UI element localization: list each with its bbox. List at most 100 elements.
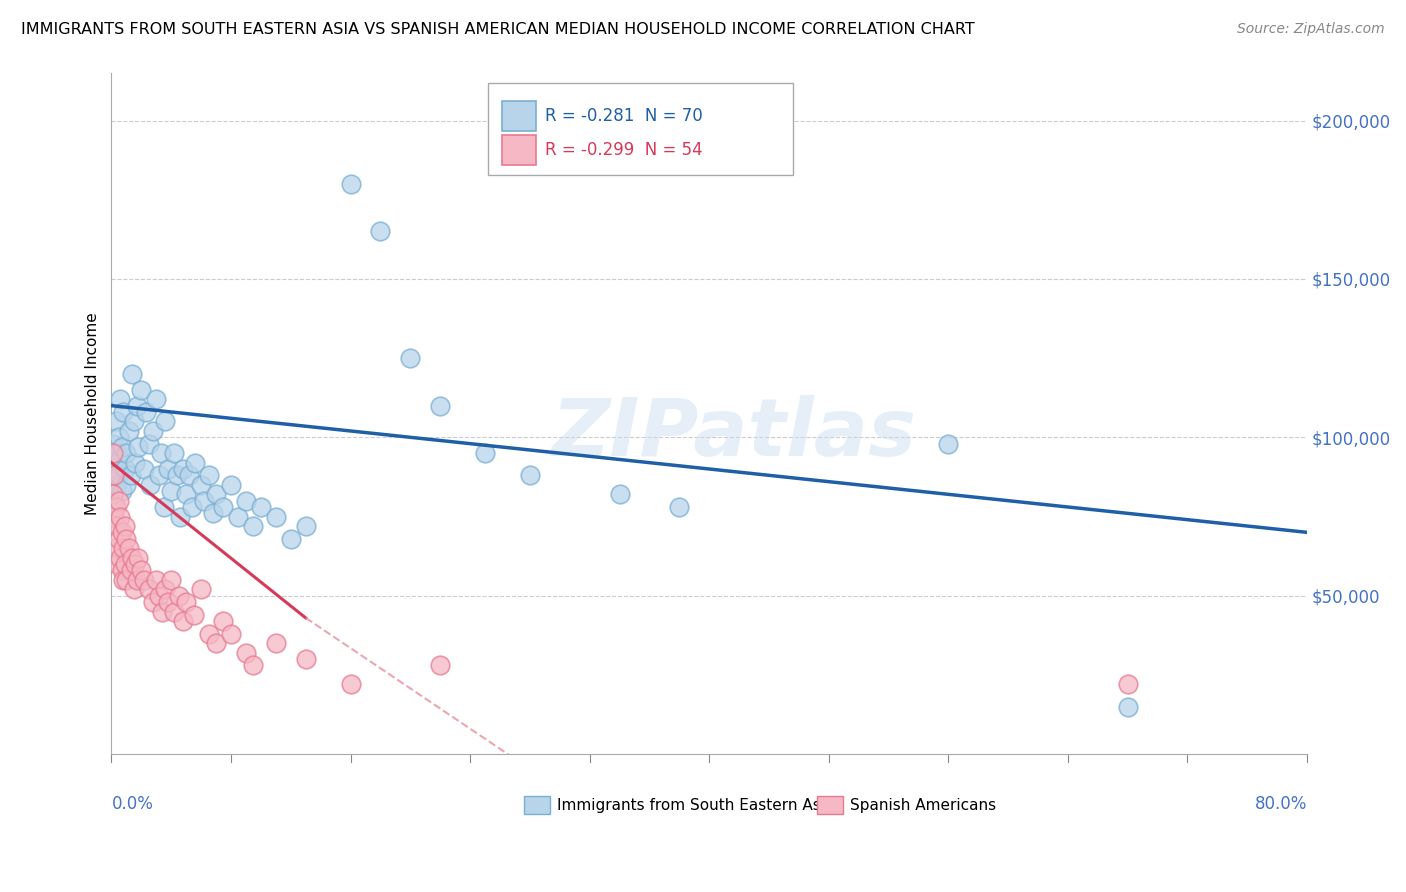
Point [101, 468, 124, 483]
Point [115, 478, 138, 492]
Bar [817, 797, 844, 814]
Point [115, 532, 138, 546]
Point [122, 414, 145, 428]
Point [149, 446, 172, 460]
Point [202, 506, 225, 520]
Point [148, 468, 170, 483]
Point [103, 456, 125, 470]
Text: 0.0%: 0.0% [111, 795, 153, 813]
Point [125, 573, 148, 587]
Text: Source: ZipAtlas.com: Source: ZipAtlas.com [1237, 22, 1385, 37]
Point [127, 550, 149, 565]
Point [205, 487, 228, 501]
Point [429, 399, 451, 413]
Point [264, 636, 287, 650]
Point [127, 440, 149, 454]
Point [111, 484, 134, 499]
Point [155, 582, 177, 597]
Point [111, 525, 134, 540]
Point [105, 557, 128, 571]
Point [183, 607, 205, 622]
Point [124, 557, 146, 571]
Point [294, 519, 316, 533]
Point [155, 414, 177, 428]
Point [101, 487, 124, 501]
Point [110, 452, 132, 467]
Bar [502, 101, 536, 131]
Point [105, 478, 128, 492]
Point [120, 468, 142, 483]
Point [110, 550, 132, 565]
Point [167, 589, 190, 603]
Point [1116, 677, 1139, 691]
Point [235, 493, 257, 508]
Point [112, 405, 135, 419]
Point [139, 478, 162, 492]
Point [150, 605, 173, 619]
Point [179, 468, 201, 483]
Point [280, 532, 302, 546]
Point [104, 414, 127, 428]
Point [121, 550, 143, 565]
Point [138, 436, 160, 450]
Point [399, 351, 422, 365]
Point [112, 573, 135, 587]
Point [370, 224, 392, 238]
Point [474, 446, 496, 460]
Point [157, 462, 180, 476]
Point [1116, 699, 1139, 714]
Point [114, 519, 136, 533]
Point [160, 573, 183, 587]
Point [101, 436, 124, 450]
Point [157, 595, 180, 609]
Point [138, 582, 160, 597]
Point [108, 532, 131, 546]
Point [174, 487, 197, 501]
Point [118, 424, 141, 438]
Point [181, 500, 204, 514]
Point [145, 392, 167, 407]
Point [121, 367, 143, 381]
Point [111, 440, 134, 454]
Point [264, 509, 287, 524]
Point [152, 500, 174, 514]
Y-axis label: Median Household Income: Median Household Income [86, 312, 100, 515]
Point [936, 436, 959, 450]
Text: R = -0.281  N = 70: R = -0.281 N = 70 [546, 107, 703, 125]
Point [122, 582, 145, 597]
Point [172, 614, 194, 628]
Point [103, 493, 125, 508]
Point [668, 500, 690, 514]
Point [294, 652, 316, 666]
Point [108, 493, 131, 508]
Point [228, 509, 250, 524]
Point [108, 430, 131, 444]
Text: IMMIGRANTS FROM SOUTH EASTERN ASIA VS SPANISH AMERICAN MEDIAN HOUSEHOLD INCOME C: IMMIGRANTS FROM SOUTH EASTERN ASIA VS SP… [21, 22, 974, 37]
Point [114, 557, 136, 571]
Point [104, 541, 127, 556]
Point [135, 405, 157, 419]
Point [169, 509, 191, 524]
Point [108, 468, 131, 483]
Point [104, 500, 127, 514]
Point [104, 462, 127, 476]
Point [339, 677, 361, 691]
Point [134, 573, 156, 587]
Point [114, 462, 136, 476]
Point [142, 424, 165, 438]
Point [105, 519, 128, 533]
Point [124, 456, 146, 470]
Point [242, 519, 264, 533]
Point [118, 541, 141, 556]
Point [163, 605, 186, 619]
Point [145, 573, 167, 587]
Point [103, 468, 125, 483]
Point [212, 614, 235, 628]
Point [115, 573, 138, 587]
Point [193, 493, 215, 508]
Point [184, 456, 207, 470]
Point [120, 563, 142, 577]
Point [129, 383, 152, 397]
Point [190, 478, 212, 492]
Point [110, 392, 132, 407]
